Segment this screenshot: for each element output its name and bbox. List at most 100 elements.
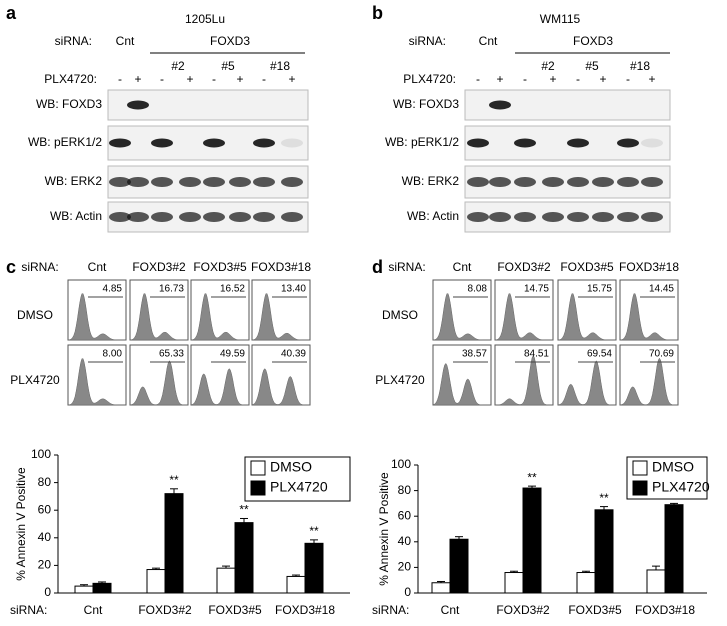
band [542, 212, 564, 222]
gate-value: 16.73 [159, 284, 184, 295]
band [514, 177, 536, 187]
treatment: - [523, 72, 527, 86]
group-label: FOXD3 [573, 34, 613, 48]
band [109, 138, 131, 148]
column-label: FOXD3#18 [251, 260, 311, 274]
histogram [67, 358, 126, 406]
treatment: + [236, 72, 243, 86]
blot-label: WB: Actin [407, 209, 459, 223]
band [617, 138, 639, 148]
y-tick-label: 20 [38, 558, 52, 572]
treatment: + [648, 72, 655, 86]
row-label: PLX4720 [10, 373, 60, 387]
bar [522, 487, 542, 594]
bar [594, 509, 614, 594]
y-tick-label: 40 [398, 534, 412, 548]
gate-value: 4.85 [103, 284, 123, 295]
band [109, 177, 131, 187]
gate-value: 70.69 [649, 349, 674, 360]
drug-label: PLX4720: [44, 72, 97, 86]
band [179, 177, 201, 187]
blot-label: WB: pERK1/2 [28, 135, 102, 149]
band [151, 177, 173, 187]
y-tick-label: 0 [404, 585, 411, 599]
band [281, 138, 303, 148]
clone-label: #18 [270, 59, 290, 73]
bar [431, 582, 451, 594]
gate-value: 40.39 [281, 349, 306, 360]
gate-value: 65.33 [159, 349, 184, 360]
bar [92, 582, 112, 594]
blot-label: WB: Actin [50, 209, 102, 223]
treatment: + [186, 72, 193, 86]
band [127, 212, 149, 222]
band [567, 138, 589, 148]
y-tick-label: 40 [38, 530, 52, 544]
histogram [190, 293, 249, 341]
column-label: FOXD3#5 [193, 260, 247, 274]
panel-letter: b [372, 3, 383, 23]
blot-label: WB: ERK2 [402, 174, 460, 188]
histogram [190, 368, 249, 406]
band [179, 212, 201, 222]
band [229, 212, 251, 222]
band [641, 138, 663, 148]
histogram [557, 293, 616, 341]
control-label: Cnt [116, 34, 135, 48]
significance: ** [527, 470, 537, 484]
blot-label: WB: FOXD3 [36, 97, 102, 111]
gate-value: 16.52 [220, 284, 245, 295]
band [592, 177, 614, 187]
bar [449, 538, 469, 594]
histogram [129, 293, 188, 341]
histogram [619, 357, 678, 406]
bar [216, 567, 236, 594]
bar [664, 504, 684, 594]
histogram [432, 293, 491, 341]
significance: ** [239, 503, 249, 517]
column-label: FOXD3#18 [619, 260, 679, 274]
x-tick-label: FOXD3#5 [568, 603, 622, 617]
y-tick-label: 100 [391, 457, 411, 471]
histogram [67, 293, 126, 341]
treatment: - [212, 72, 216, 86]
band [567, 212, 589, 222]
column-label: Cnt [453, 260, 472, 274]
histogram [432, 362, 491, 406]
bar [74, 585, 94, 594]
blot-label: WB: pERK1/2 [385, 135, 459, 149]
band [641, 177, 663, 187]
sirna-label: siRNA: [21, 260, 58, 274]
x-axis-label: siRNA: [372, 603, 409, 617]
x-tick-label: FOXD3#2 [496, 603, 550, 617]
treatment: + [134, 72, 141, 86]
treatment: - [160, 72, 164, 86]
x-tick-label: FOXD3#5 [208, 603, 262, 617]
significance: ** [309, 524, 319, 538]
x-axis-label: siRNA: [10, 603, 47, 617]
column-label: FOXD3#5 [560, 260, 614, 274]
legend-label: DMSO [270, 459, 312, 475]
y-tick-label: 60 [38, 502, 52, 516]
histogram [557, 360, 616, 406]
band [253, 138, 275, 148]
clone-label: #5 [221, 59, 235, 73]
treatment: - [262, 72, 266, 86]
y-tick-label: 100 [31, 447, 51, 461]
row-label: DMSO [17, 308, 53, 322]
gate-value: 69.54 [587, 349, 612, 360]
gate-value: 49.59 [220, 349, 245, 360]
blot-label: WB: ERK2 [45, 174, 103, 188]
sirna-label: siRNA: [55, 34, 92, 48]
band [151, 138, 173, 148]
row-label: DMSO [382, 308, 418, 322]
x-tick-label: FOXD3#18 [635, 603, 695, 617]
histogram-frame [494, 344, 554, 406]
gate-value: 14.75 [524, 284, 549, 295]
histogram [495, 355, 553, 406]
sirna-label: siRNA: [409, 34, 446, 48]
band [467, 177, 489, 187]
histogram [251, 293, 310, 341]
y-tick-label: 60 [398, 508, 412, 522]
